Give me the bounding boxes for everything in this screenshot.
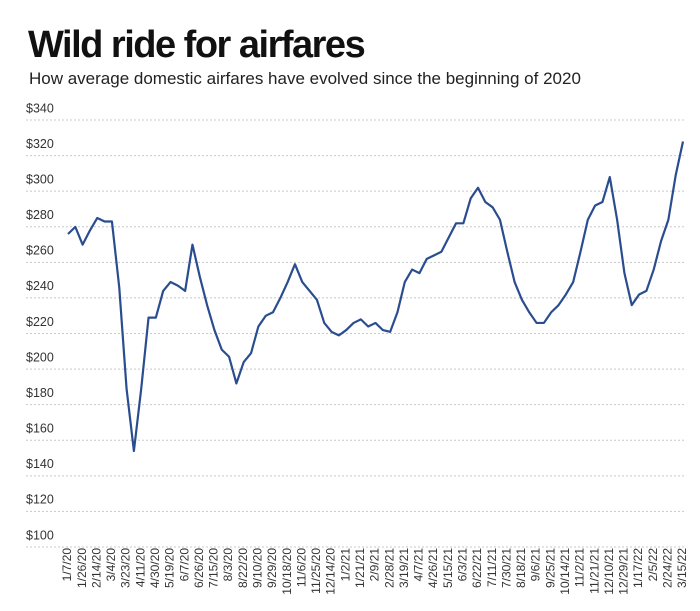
x-tick-label: 11/2/21 [573, 548, 587, 587]
x-tick-label: 5/15/21 [441, 548, 455, 588]
x-tick-label: 7/11/21 [485, 548, 499, 587]
x-tick-label: 1/17/22 [631, 548, 645, 588]
x-tick-label: 8/18/21 [514, 548, 528, 588]
x-tick-label: 7/15/20 [207, 548, 221, 588]
x-tick-label: 6/7/20 [177, 548, 191, 582]
x-tick-label: 5/19/20 [163, 548, 177, 588]
x-tick-label: 9/29/20 [265, 548, 279, 588]
x-tick-label: 10/18/20 [280, 548, 294, 595]
chart-subtitle: How average domestic airfares have evolv… [29, 69, 581, 88]
x-tick-label: 6/26/20 [192, 548, 206, 588]
y-tick-label: $300 [26, 172, 54, 186]
y-tick-label: $260 [26, 244, 54, 258]
x-tick-label: 3/4/20 [104, 548, 118, 582]
x-tick-label: 11/25/20 [309, 548, 323, 594]
x-tick-label: 1/7/20 [60, 548, 74, 582]
y-tick-label: $160 [26, 422, 54, 436]
chart-title: Wild ride for airfares [28, 24, 365, 66]
x-tick-label: 12/29/21 [617, 548, 631, 595]
y-tick-label: $100 [26, 528, 54, 542]
y-tick-label: $120 [26, 493, 54, 507]
x-tick-label: 3/15/22 [675, 548, 689, 588]
x-tick-label: 12/10/21 [602, 548, 616, 595]
x-tick-label: 1/21/21 [353, 548, 367, 588]
x-tick-label: 4/30/20 [148, 548, 162, 588]
x-tick-label: 10/14/21 [558, 548, 572, 595]
y-tick-label: $320 [26, 137, 54, 151]
x-tick-label: 1/26/20 [75, 548, 89, 588]
x-tick-label: 9/6/21 [529, 548, 543, 582]
y-tick-label: $140 [26, 457, 54, 471]
x-tick-label: 8/22/20 [236, 548, 250, 588]
x-tick-label: 11/21/21 [587, 548, 601, 594]
x-tick-label: 2/24/22 [661, 548, 675, 588]
x-tick-label: 2/28/21 [382, 548, 396, 588]
x-tick-label: 4/26/21 [426, 548, 440, 588]
x-tick-label: 2/14/20 [89, 548, 103, 588]
y-tick-label: $220 [26, 315, 54, 329]
x-tick-label: 12/14/20 [324, 548, 338, 595]
x-tick-label: 11/6/20 [294, 548, 308, 587]
x-tick-label: 3/23/20 [119, 548, 133, 588]
x-tick-label: 6/22/21 [470, 548, 484, 588]
x-tick-label: 3/19/21 [397, 548, 411, 588]
y-tick-label: $180 [26, 386, 54, 400]
x-tick-label: 4/7/21 [412, 548, 426, 582]
y-tick-label: $240 [26, 279, 54, 293]
x-tick-label: 2/5/22 [646, 548, 660, 582]
y-tick-label: $340 [26, 101, 54, 115]
x-tick-label: 8/3/20 [221, 548, 235, 582]
x-tick-label: 9/25/21 [543, 548, 557, 588]
x-tick-label: 4/11/20 [133, 548, 147, 587]
y-tick-label: $200 [26, 350, 54, 364]
x-tick-label: 1/2/21 [338, 548, 352, 582]
x-tick-label: 7/30/21 [499, 548, 513, 588]
x-tick-label: 2/9/21 [368, 548, 382, 582]
y-tick-label: $280 [26, 208, 54, 222]
x-tick-label: 6/3/21 [456, 548, 470, 582]
data-line [67, 141, 685, 453]
x-tick-label: 9/10/20 [251, 548, 265, 588]
